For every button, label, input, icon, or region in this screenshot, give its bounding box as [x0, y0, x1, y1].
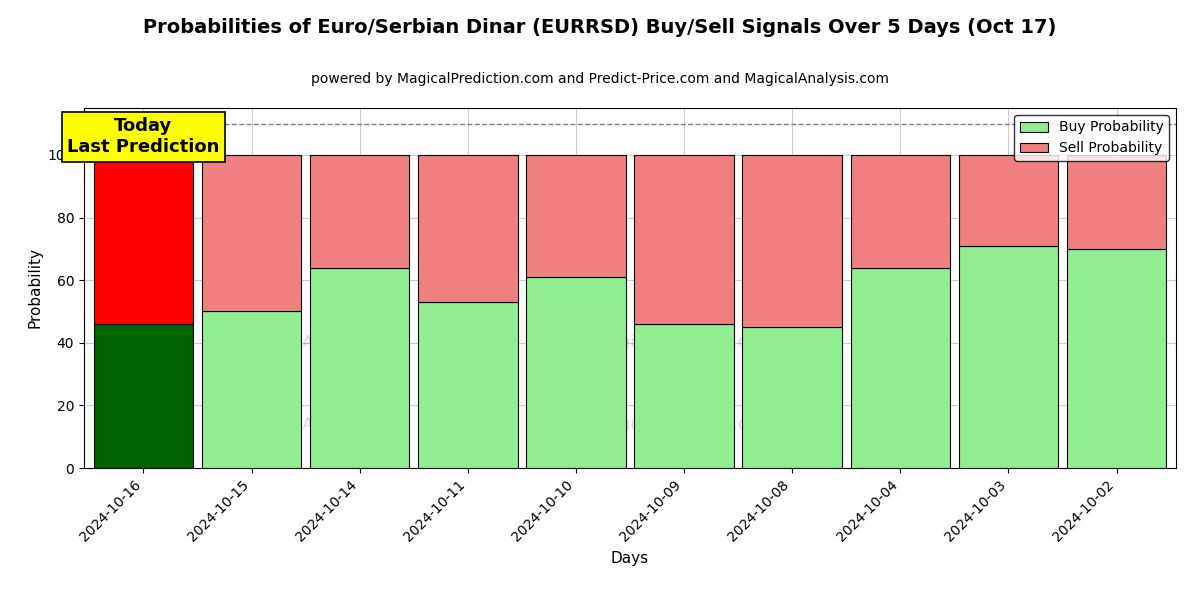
Bar — [418, 155, 517, 302]
Bar — [94, 155, 193, 324]
Text: MagicalPrediction.com: MagicalPrediction.com — [599, 418, 770, 432]
Bar — [94, 324, 193, 468]
Bar — [959, 155, 1058, 246]
Text: MagicalAnalysis.com: MagicalAnalysis.com — [245, 335, 404, 349]
Bar — [202, 155, 301, 311]
Bar — [310, 155, 409, 268]
Bar — [527, 277, 625, 468]
Legend: Buy Probability, Sell Probability: Buy Probability, Sell Probability — [1014, 115, 1169, 161]
Text: MagicalPrediction.com: MagicalPrediction.com — [599, 335, 770, 349]
Bar — [418, 302, 517, 468]
X-axis label: Days: Days — [611, 551, 649, 566]
Bar — [202, 311, 301, 468]
Bar — [1067, 155, 1166, 249]
Y-axis label: Probability: Probability — [28, 247, 42, 329]
Bar — [851, 268, 950, 468]
Bar — [743, 327, 842, 468]
Text: Today
Last Prediction: Today Last Prediction — [67, 118, 220, 156]
Text: MagicalAnalysis.com: MagicalAnalysis.com — [245, 418, 404, 432]
Text: Probabilities of Euro/Serbian Dinar (EURRSD) Buy/Sell Signals Over 5 Days (Oct 1: Probabilities of Euro/Serbian Dinar (EUR… — [143, 18, 1057, 37]
Bar — [851, 155, 950, 268]
Bar — [1067, 249, 1166, 468]
Bar — [959, 246, 1058, 468]
Bar — [635, 324, 733, 468]
Bar — [310, 268, 409, 468]
Bar — [635, 155, 733, 324]
Bar — [527, 155, 625, 277]
Text: powered by MagicalPrediction.com and Predict-Price.com and MagicalAnalysis.com: powered by MagicalPrediction.com and Pre… — [311, 72, 889, 86]
Bar — [743, 155, 842, 327]
